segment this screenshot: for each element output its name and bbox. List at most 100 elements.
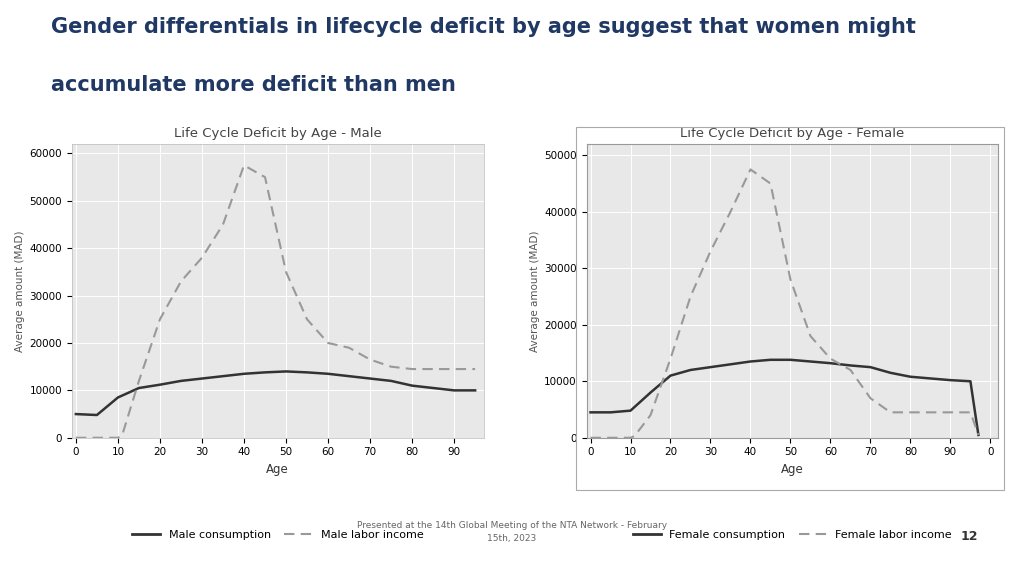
Line: Female labor income: Female labor income <box>591 169 978 438</box>
Female consumption <box>845 362 857 369</box>
Female consumption <box>804 358 816 365</box>
Male labor income <box>238 162 250 169</box>
Female consumption <box>684 366 696 373</box>
Male labor income <box>175 278 187 285</box>
Male labor income <box>469 366 481 373</box>
Male labor income <box>116 432 128 439</box>
Female consumption <box>705 363 717 370</box>
Female consumption <box>864 363 877 370</box>
Male consumption <box>343 373 355 380</box>
Male labor income <box>70 434 82 441</box>
Male labor income <box>322 339 334 346</box>
Male consumption <box>196 375 208 382</box>
Line: Female consumption: Female consumption <box>591 360 978 435</box>
Male labor income <box>112 434 124 441</box>
Female labor income <box>625 434 637 441</box>
Female labor income <box>665 355 677 362</box>
Male consumption <box>238 370 250 377</box>
Female labor income <box>972 431 984 438</box>
Male labor income <box>91 434 103 441</box>
Male labor income <box>343 344 355 351</box>
Male labor income <box>406 366 418 373</box>
Female consumption <box>604 409 616 416</box>
Female consumption <box>972 431 984 438</box>
Female labor income <box>885 409 897 416</box>
Male consumption <box>259 369 271 376</box>
Male consumption <box>280 368 292 375</box>
Female labor income <box>824 355 837 362</box>
Female labor income <box>684 293 696 300</box>
Female labor income <box>585 434 597 441</box>
Female labor income <box>784 276 797 283</box>
Female labor income <box>965 409 977 416</box>
Female labor income <box>764 180 776 187</box>
Title: Life Cycle Deficit by Age - Male: Life Cycle Deficit by Age - Male <box>174 127 382 140</box>
Male labor income <box>385 363 397 370</box>
Female labor income <box>845 366 857 373</box>
Female labor income <box>944 409 956 416</box>
Male consumption <box>133 385 145 392</box>
Male consumption <box>447 387 460 394</box>
Line: Male consumption: Male consumption <box>76 372 475 415</box>
Male consumption <box>406 382 418 389</box>
Female consumption <box>904 373 916 380</box>
Female labor income <box>705 248 717 255</box>
Female labor income <box>904 409 916 416</box>
Text: Gender differentials in lifecycle deficit by age suggest that women might: Gender differentials in lifecycle defici… <box>51 17 916 37</box>
Female consumption <box>744 358 757 365</box>
Y-axis label: Average amount (MAD): Average amount (MAD) <box>15 230 26 351</box>
Female consumption <box>944 377 956 384</box>
Female labor income <box>644 412 656 419</box>
Male consumption <box>91 412 103 419</box>
Male consumption <box>385 377 397 384</box>
Male labor income <box>280 268 292 275</box>
Female consumption <box>644 389 656 396</box>
Y-axis label: Average amount (MAD): Average amount (MAD) <box>530 230 540 351</box>
Line: Male labor income: Male labor income <box>76 165 475 438</box>
Male labor income <box>301 316 313 323</box>
Male labor income <box>427 366 439 373</box>
Male labor income <box>133 377 145 384</box>
Female consumption <box>665 372 677 379</box>
Title: Life Cycle Deficit by Age - Female: Life Cycle Deficit by Age - Female <box>680 127 904 140</box>
Male labor income <box>447 366 460 373</box>
Female labor income <box>804 332 816 339</box>
Female consumption <box>625 407 637 414</box>
Female consumption <box>764 357 776 363</box>
Male consumption <box>154 381 166 388</box>
Male consumption <box>217 373 229 380</box>
Male labor income <box>154 316 166 323</box>
Female consumption <box>784 357 797 363</box>
Male consumption <box>175 377 187 384</box>
Male consumption <box>364 375 376 382</box>
Text: accumulate more deficit than men: accumulate more deficit than men <box>51 75 456 95</box>
Male consumption <box>301 369 313 376</box>
X-axis label: Age: Age <box>266 463 289 476</box>
Female labor income <box>629 433 641 439</box>
Female labor income <box>724 209 736 215</box>
Female consumption <box>824 360 837 367</box>
Female consumption <box>885 369 897 376</box>
Female labor income <box>925 409 937 416</box>
Female labor income <box>604 434 616 441</box>
Male labor income <box>196 254 208 261</box>
Male labor income <box>364 356 376 363</box>
X-axis label: Age: Age <box>781 463 804 476</box>
Female consumption <box>585 409 597 416</box>
Legend: Female consumption, Female labor income: Female consumption, Female labor income <box>629 525 956 544</box>
Male consumption <box>427 385 439 392</box>
Male labor income <box>259 174 271 181</box>
Male consumption <box>112 394 124 401</box>
Text: 12: 12 <box>961 530 978 543</box>
Female labor income <box>864 395 877 401</box>
Male consumption <box>322 370 334 377</box>
Male consumption <box>469 387 481 394</box>
Male consumption <box>70 411 82 418</box>
Text: Presented at the 14th Global Meeting of the NTA Network - February
15th, 2023: Presented at the 14th Global Meeting of … <box>357 521 667 543</box>
Female consumption <box>925 375 937 382</box>
Female consumption <box>965 378 977 385</box>
Female labor income <box>744 166 757 173</box>
Male labor income <box>217 221 229 228</box>
Legend: Male consumption, Male labor income: Male consumption, Male labor income <box>127 525 428 544</box>
Female consumption <box>724 361 736 368</box>
